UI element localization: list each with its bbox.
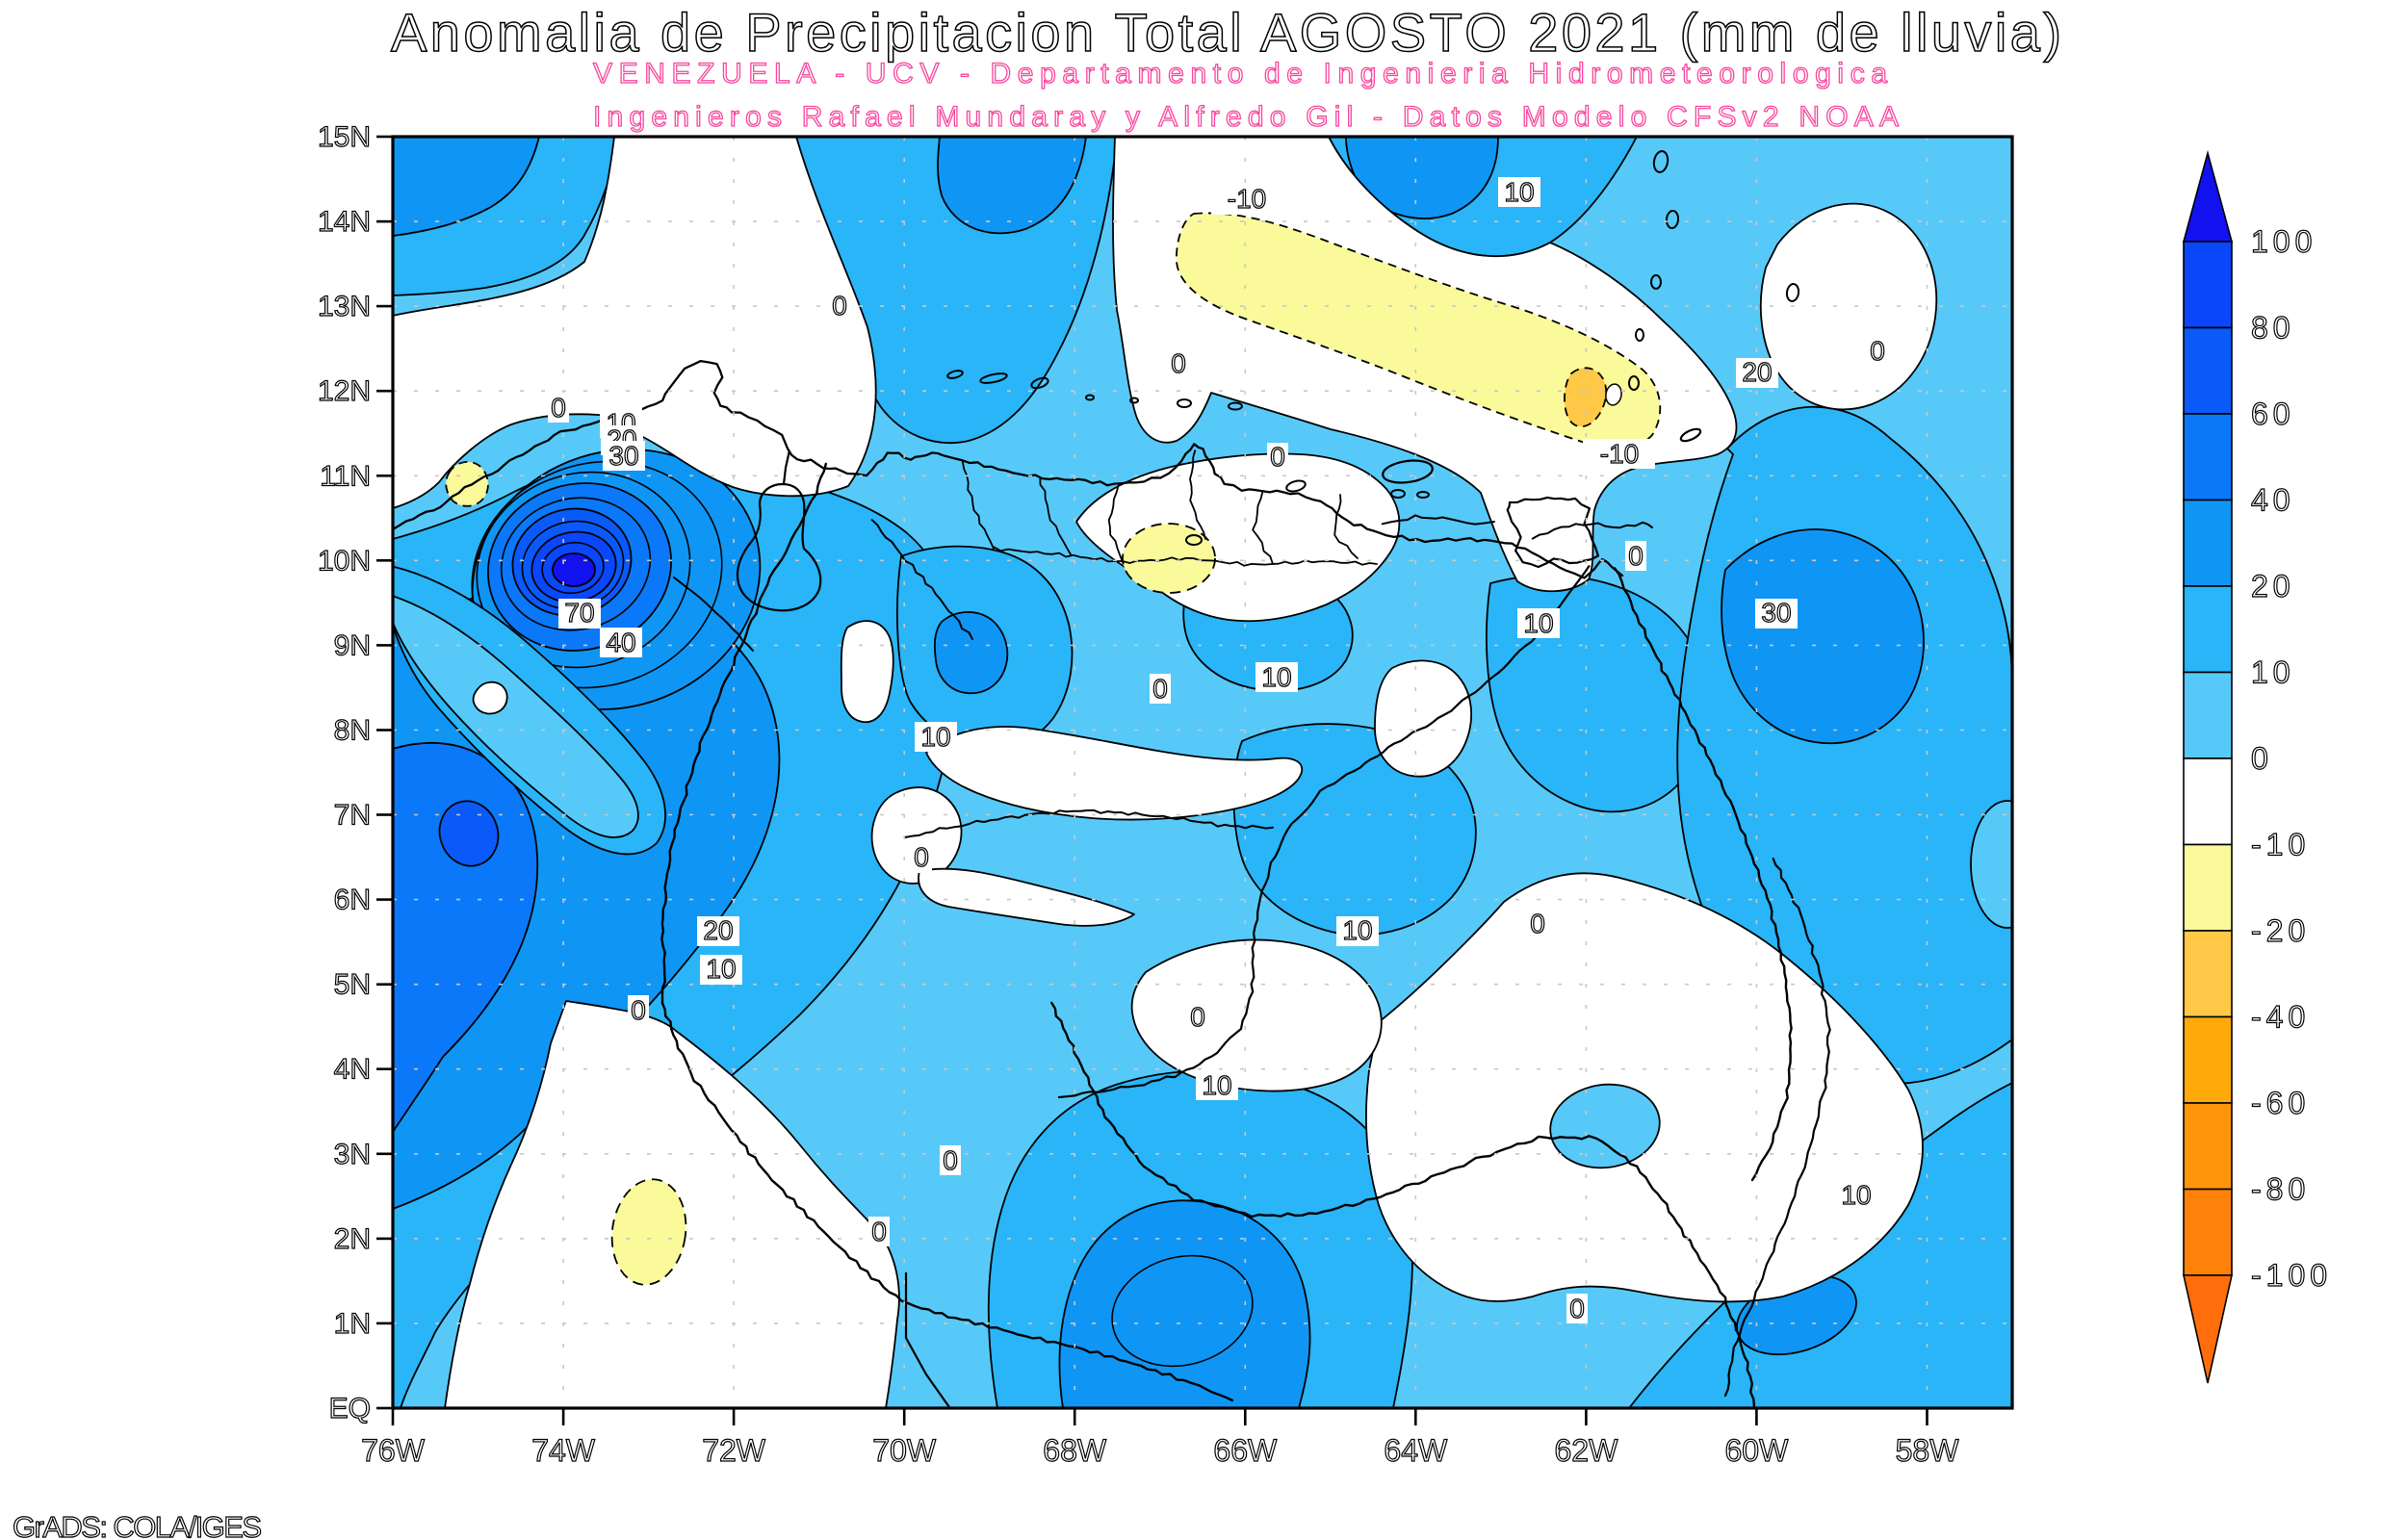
svg-text:12N: 12N (318, 375, 371, 407)
svg-text:40: 40 (2251, 483, 2295, 518)
svg-text:80: 80 (2251, 311, 2295, 346)
svg-text:60: 60 (2251, 397, 2295, 431)
svg-text:0: 0 (1190, 1002, 1205, 1032)
svg-text:VENEZUELA - UCV - Departamento: VENEZUELA - UCV - Departamento de Ingeni… (593, 58, 1887, 90)
svg-text:14N: 14N (318, 206, 371, 238)
svg-text:-80: -80 (2251, 1172, 2310, 1207)
svg-text:0: 0 (551, 393, 566, 423)
svg-text:76W: 76W (361, 1433, 426, 1468)
svg-text:20: 20 (2251, 569, 2295, 603)
svg-text:0: 0 (1530, 909, 1545, 938)
svg-text:70: 70 (564, 598, 594, 628)
svg-text:-100: -100 (2251, 1258, 2332, 1293)
svg-text:0: 0 (1152, 674, 1168, 704)
svg-text:10: 10 (706, 954, 736, 984)
svg-text:0: 0 (1628, 541, 1643, 571)
svg-text:68W: 68W (1043, 1433, 1107, 1468)
svg-text:70W: 70W (872, 1433, 937, 1468)
svg-text:-40: -40 (2251, 1000, 2310, 1035)
svg-text:-10: -10 (1600, 439, 1639, 469)
svg-text:5N: 5N (334, 969, 371, 1001)
svg-text:72W: 72W (702, 1433, 766, 1468)
svg-text:-60: -60 (2251, 1086, 2310, 1120)
svg-text:10: 10 (1342, 915, 1372, 945)
svg-text:20: 20 (703, 915, 733, 945)
svg-text:0: 0 (1171, 348, 1186, 378)
svg-text:10: 10 (1523, 608, 1553, 638)
svg-text:0: 0 (1270, 442, 1285, 472)
svg-text:EQ: EQ (329, 1393, 371, 1424)
svg-text:10N: 10N (318, 545, 371, 577)
svg-text:2N: 2N (334, 1223, 371, 1255)
svg-text:0: 0 (2251, 741, 2273, 776)
svg-text:9N: 9N (334, 629, 371, 661)
svg-text:0: 0 (1569, 1294, 1585, 1323)
svg-text:100: 100 (2251, 224, 2316, 259)
svg-text:10: 10 (1261, 662, 1291, 692)
svg-text:64W: 64W (1384, 1433, 1448, 1468)
svg-text:20: 20 (1742, 357, 1772, 387)
svg-text:6N: 6N (334, 885, 371, 916)
svg-text:30: 30 (1761, 598, 1791, 628)
svg-text:0: 0 (914, 842, 929, 872)
svg-text:Anomalia de Precipitacion Tota: Anomalia de Precipitacion Total AGOSTO 2… (391, 2, 2061, 63)
svg-text:10: 10 (2251, 655, 2295, 690)
svg-text:1N: 1N (334, 1308, 371, 1340)
svg-text:-10: -10 (1228, 184, 1266, 214)
svg-text:10: 10 (920, 722, 950, 752)
svg-text:74W: 74W (531, 1433, 596, 1468)
svg-text:66W: 66W (1213, 1433, 1278, 1468)
svg-text:13N: 13N (318, 291, 371, 322)
svg-text:GrADS: COLA/IGES: GrADS: COLA/IGES (13, 1510, 262, 1540)
svg-text:10: 10 (1504, 177, 1534, 207)
svg-text:11N: 11N (320, 460, 371, 492)
svg-text:0: 0 (631, 995, 646, 1025)
svg-text:0: 0 (832, 291, 847, 321)
svg-text:0: 0 (943, 1145, 958, 1175)
svg-text:58W: 58W (1896, 1433, 1960, 1468)
svg-text:7N: 7N (334, 800, 371, 832)
svg-text:62W: 62W (1555, 1433, 1619, 1468)
svg-text:30: 30 (608, 441, 638, 471)
svg-text:15N: 15N (318, 121, 371, 153)
svg-text:40: 40 (606, 628, 635, 657)
svg-text:3N: 3N (334, 1139, 371, 1170)
svg-text:-20: -20 (2251, 913, 2310, 948)
svg-text:10: 10 (1202, 1070, 1231, 1100)
svg-text:60W: 60W (1725, 1433, 1790, 1468)
svg-text:-10: -10 (2251, 828, 2310, 862)
svg-text:0: 0 (871, 1217, 887, 1246)
svg-text:10: 10 (1841, 1180, 1871, 1210)
svg-text:4N: 4N (334, 1054, 371, 1086)
svg-text:8N: 8N (334, 715, 371, 747)
svg-text:0: 0 (1870, 336, 1885, 366)
